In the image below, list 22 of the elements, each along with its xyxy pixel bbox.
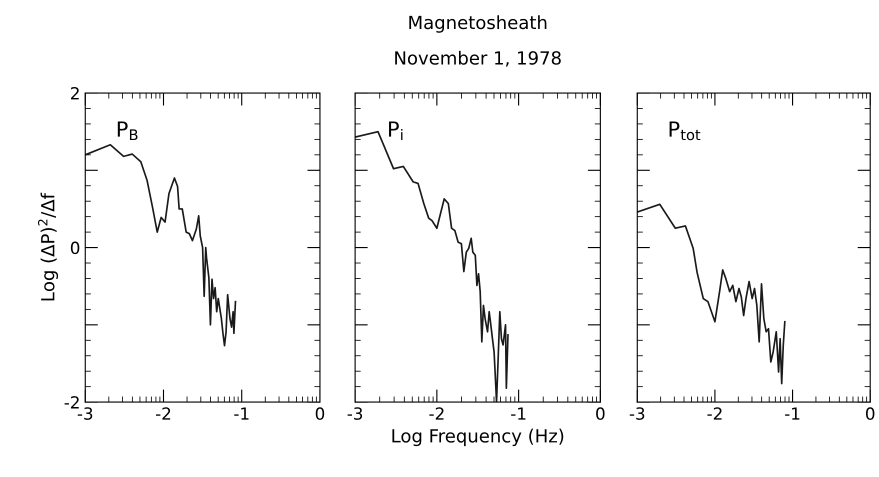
x-tick-label: -2 [707, 407, 722, 420]
annotation: P$_{tot}$ [670, 121, 700, 140]
x-tick-label: 0 [866, 407, 874, 420]
y-tick-label: 0 [70, 242, 80, 254]
y-tick-label: 2 [71, 86, 79, 100]
chart-subtitle: November 1, 1978 [395, 50, 561, 67]
x-tick-label: -1 [511, 407, 526, 420]
x-tick-label: 0 [316, 407, 324, 420]
x-tick-label: -3 [630, 407, 644, 420]
x-axis-title: Log Frequency (Hz) [392, 428, 564, 446]
x-tick-label: -1 [785, 407, 800, 420]
chart-title: Magnetosheath [409, 15, 546, 33]
x-tick-label: -3 [348, 407, 362, 420]
x-tick-label: -2 [156, 407, 170, 420]
y-tick-label: -2 [64, 396, 79, 408]
x-tick-label: -2 [429, 407, 444, 420]
x-tick-label: -3 [78, 407, 92, 420]
y-axis-title: Log (ΔP)$^{2}$/Δf [38, 192, 58, 300]
x-tick-label: 0 [596, 407, 605, 420]
x-tick-label: -1 [234, 407, 248, 420]
annotation: P$_{B}$ [118, 121, 138, 140]
annotation: P$_{i}$ [389, 121, 402, 140]
